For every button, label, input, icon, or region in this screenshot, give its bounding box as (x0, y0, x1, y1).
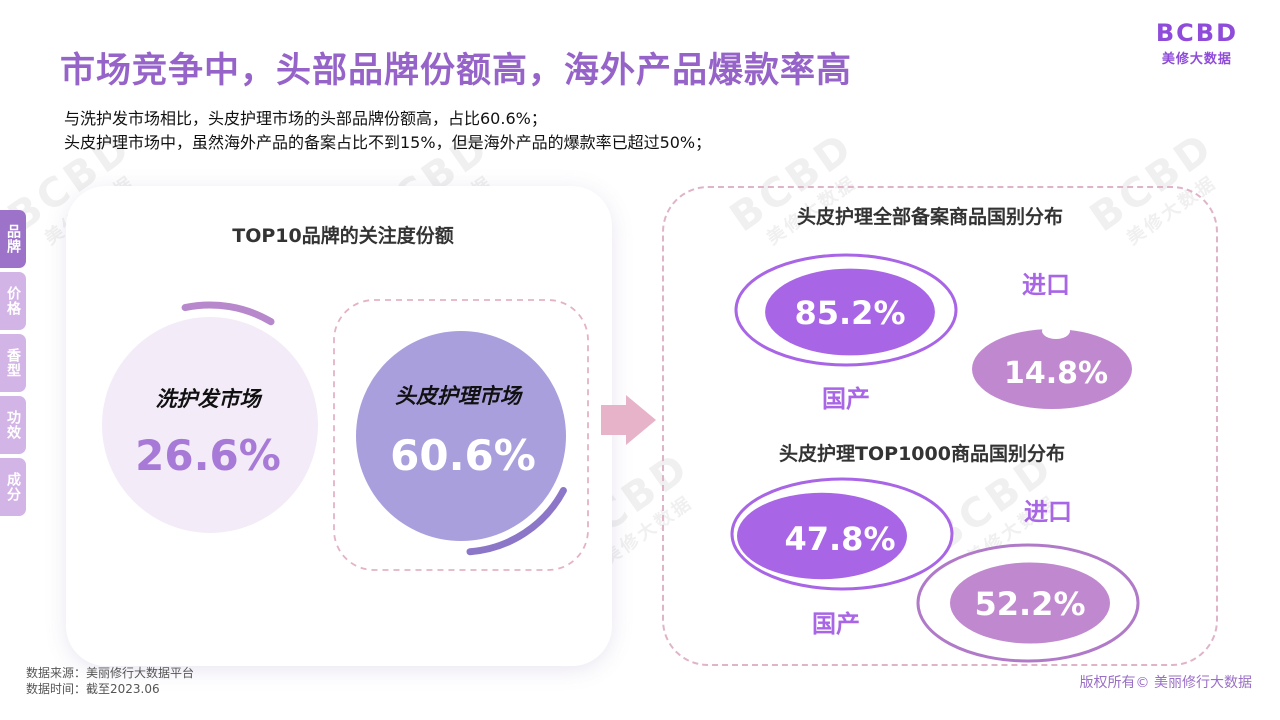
copyright: 版权所有© 美丽修行大数据 (1079, 675, 1252, 691)
brand-mark: BCBD (1155, 19, 1238, 47)
highlight-box (333, 299, 589, 571)
intro-line: 与洗护发市场相比，头皮护理市场的头部品牌份额高，占比60.6%； (64, 109, 547, 128)
chart-title-top1000: 头皮护理TOP1000商品国别分布 (779, 442, 1065, 465)
origin-distribution-panel (662, 186, 1218, 666)
source-line: 数据来源：美丽修行大数据平台 (26, 666, 195, 680)
label-domestic-filed: 国产 (822, 385, 870, 413)
intro-text: 与洗护发市场相比，头皮护理市场的头部品牌份额高，占比60.6%； 头皮护理市场中… (64, 107, 711, 155)
value-import-filed: 14.8% (1004, 356, 1108, 391)
side-tab-fragrance[interactable]: 香型 (0, 334, 26, 392)
label-import-filed: 进口 (1022, 271, 1070, 299)
blob-domestic-filed (765, 268, 935, 356)
side-tab-ingredient[interactable]: 成分 (0, 458, 26, 516)
market-arc-scalpcare (466, 487, 567, 556)
value-domestic-top1000: 47.8% (784, 520, 895, 558)
blob-import-filed (972, 329, 1132, 409)
blob-highlight (1042, 323, 1070, 339)
label-domestic-top1000: 国产 (812, 610, 860, 638)
market-arc-haircare (181, 301, 275, 326)
chart-title-filed: 头皮护理全部备案商品国别分布 (797, 205, 1063, 228)
side-tab-efficacy[interactable]: 功效 (0, 396, 26, 454)
side-tab-price[interactable]: 价格 (0, 272, 26, 330)
data-source-note: 数据来源：美丽修行大数据平台 数据时间：截至2023.06 (26, 665, 194, 697)
arrow-icon (601, 395, 656, 445)
intro-line: 头皮护理市场中，虽然海外产品的备案占比不到15%，但是海外产品的爆款率已超过50… (64, 133, 712, 152)
market-circle-haircare (102, 317, 318, 533)
label-import-top1000: 进口 (1024, 498, 1072, 526)
blob-import-top1000 (950, 562, 1110, 644)
page-title: 市场竞争中，头部品牌份额高，海外产品爆款率高 (60, 51, 853, 91)
brand-logo: BCBD 美修大数据 (1156, 20, 1238, 67)
market-value-scalpcare: 60.6% (390, 431, 536, 480)
market-label-haircare: 洗护发市场 (156, 387, 263, 411)
market-label-scalpcare: 头皮护理市场 (395, 384, 523, 408)
market-value-haircare: 26.6% (135, 431, 281, 480)
value-domestic-filed: 85.2% (794, 294, 905, 332)
brand-name: 美修大数据 (1161, 52, 1232, 67)
chart-title-top10: TOP10品牌的关注度份额 (232, 224, 453, 247)
source-line: 数据时间：截至2023.06 (26, 682, 160, 696)
value-import-top1000: 52.2% (974, 585, 1085, 623)
market-circle-scalpcare (356, 331, 566, 541)
side-tab-brand[interactable]: 品牌 (0, 210, 26, 268)
side-nav: 品牌 价格 香型 功效 成分 (0, 210, 26, 520)
blob-domestic-top1000 (737, 492, 907, 580)
